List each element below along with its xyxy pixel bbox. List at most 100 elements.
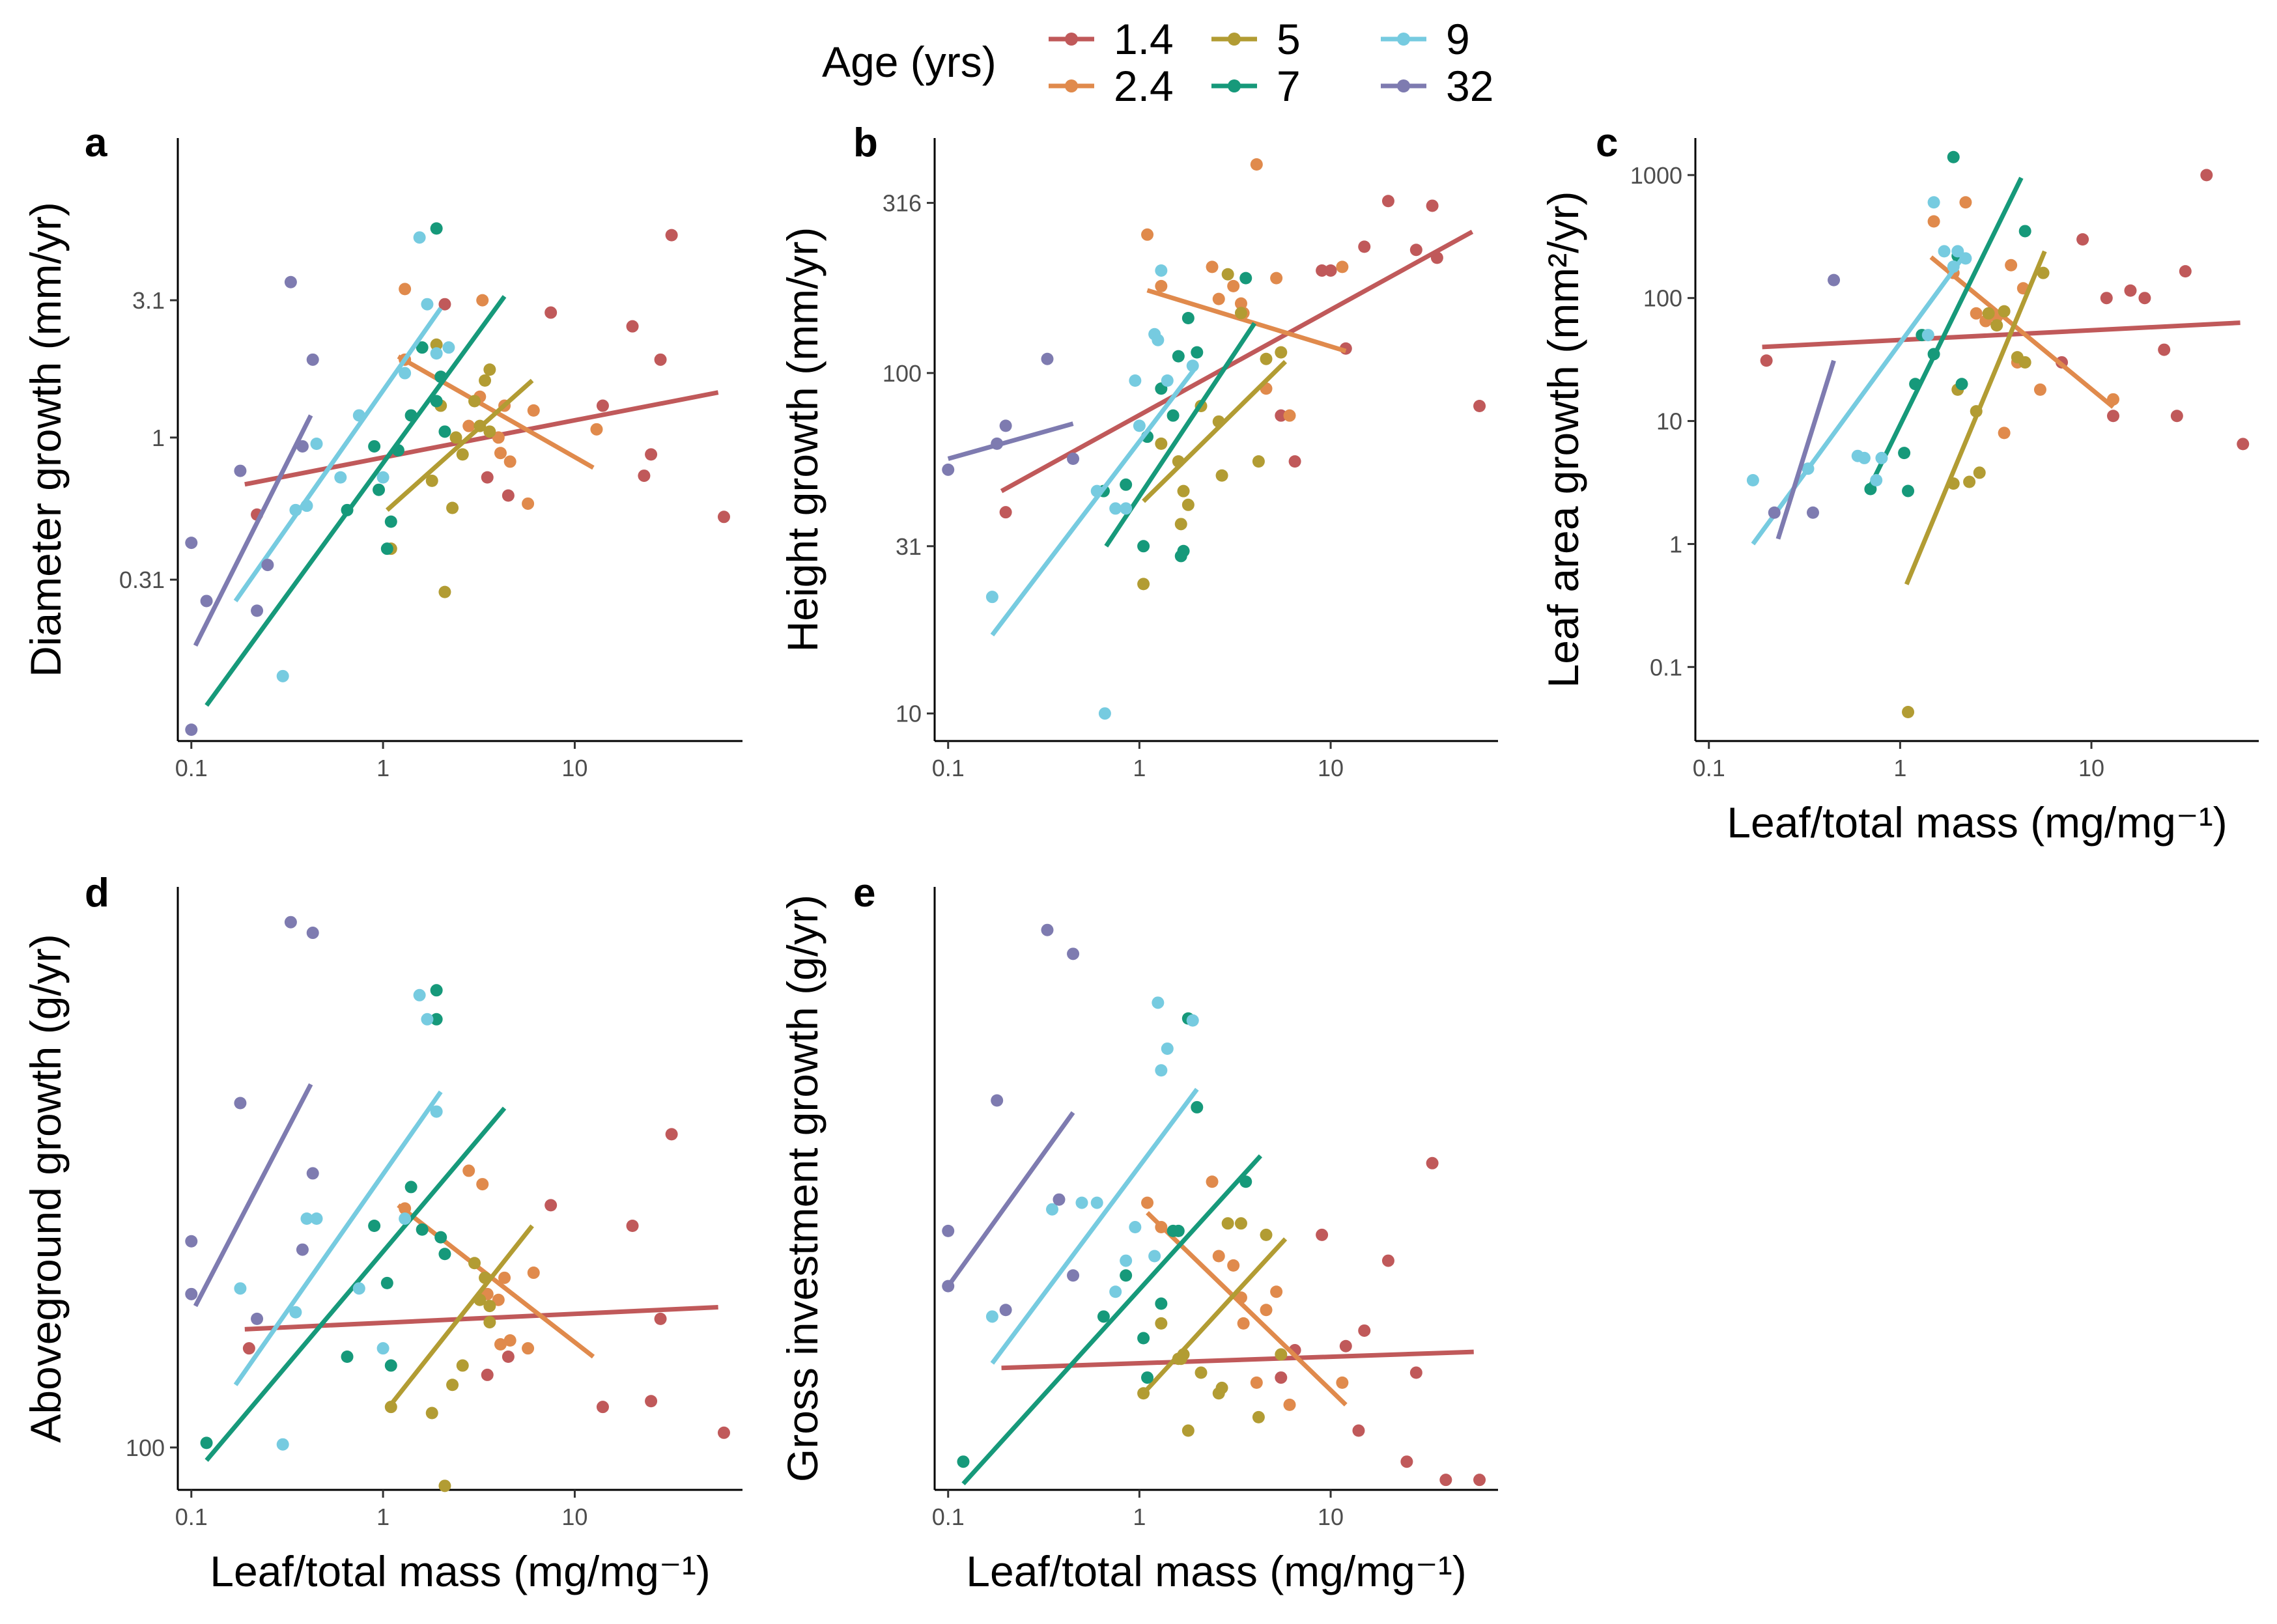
data-point: [476, 294, 489, 307]
data-point: [438, 425, 451, 438]
panel-label-d: d: [85, 871, 109, 916]
data-point: [373, 483, 386, 496]
data-point: [185, 1287, 198, 1300]
data-point: [1760, 354, 1773, 367]
data-point: [1275, 409, 1288, 422]
data-point: [590, 423, 603, 436]
data-point: [1172, 350, 1185, 363]
data-point: [462, 419, 475, 432]
data-point: [1155, 1317, 1168, 1330]
x-tick-label: 10: [2078, 755, 2104, 781]
data-point: [544, 1199, 558, 1212]
data-point: [1234, 1217, 1247, 1230]
data-point: [1400, 1455, 1413, 1468]
data-point: [380, 1276, 393, 1289]
series-2.4: [397, 1164, 595, 1359]
fit-line: [244, 390, 719, 487]
fit-line: [193, 1083, 313, 1308]
data-point: [1075, 1196, 1088, 1209]
x-tick-label: 10: [1318, 1504, 1344, 1530]
legend: Age (yrs) 1.42.4 57 932: [822, 15, 1493, 110]
data-point: [1186, 1014, 1199, 1027]
y-tick-label: 316: [883, 190, 922, 217]
data-point: [438, 585, 451, 598]
fit-line: [947, 421, 1074, 461]
data-point: [1181, 498, 1195, 511]
y-tick-label: 0.1: [1650, 654, 1682, 680]
data-point: [2179, 265, 2192, 278]
data-point: [991, 1094, 1004, 1107]
data-point: [1177, 484, 1190, 497]
series-32: [185, 916, 319, 1325]
data-point: [1902, 706, 1915, 719]
data-point: [468, 395, 481, 408]
legend-entry-32: 32: [1381, 62, 1493, 110]
fit-line: [990, 364, 1199, 637]
series-32: [942, 352, 1080, 476]
data-point: [1260, 352, 1273, 365]
data-point: [430, 395, 443, 408]
fit-line: [1751, 252, 1968, 546]
data-point: [300, 1212, 313, 1225]
series-5: [384, 1224, 534, 1492]
data-point: [492, 431, 505, 444]
data-point: [1239, 272, 1252, 285]
data-point: [1053, 1193, 1066, 1206]
data-point: [306, 1167, 319, 1180]
y-axis-title: Diameter growth (mm/yr): [21, 202, 70, 677]
data-point: [1133, 419, 1146, 432]
data-point: [185, 537, 198, 550]
legend-key-point: [1228, 33, 1241, 46]
x-axis-title: Leaf/total mass (mg/mg⁻¹): [966, 1547, 1466, 1595]
data-point: [185, 1235, 198, 1248]
data-point: [1167, 409, 1180, 422]
x-tick-label: 10: [1318, 755, 1344, 781]
data-point: [1097, 1310, 1110, 1323]
data-point: [1973, 466, 1986, 479]
data-point: [1316, 1228, 1329, 1241]
y-tick-label: 100: [883, 360, 922, 387]
data-point: [1237, 1317, 1250, 1330]
data-point: [1339, 1339, 1352, 1352]
data-point: [468, 1257, 481, 1270]
x-tick-label: 0.1: [932, 1504, 965, 1530]
fit-line: [1000, 229, 1474, 494]
data-point: [985, 591, 998, 604]
y-tick-label: 100: [126, 1435, 165, 1461]
data-point: [284, 916, 297, 929]
data-point: [234, 1097, 247, 1110]
data-point: [200, 1436, 213, 1449]
data-point: [1161, 1042, 1174, 1055]
x-tick-label: 1: [1133, 1504, 1146, 1530]
fit-line: [946, 1111, 1075, 1288]
data-point: [1221, 1217, 1234, 1230]
series-9: [985, 996, 1199, 1365]
data-point: [1172, 1224, 1185, 1237]
legend-entry-7: 7: [1211, 62, 1301, 110]
data-point: [1473, 400, 1486, 413]
data-point: [2170, 410, 2183, 423]
data-point: [494, 447, 507, 460]
data-point: [494, 1338, 507, 1351]
x-tick-label: 0.1: [175, 755, 208, 781]
data-point: [1109, 502, 1122, 515]
data-point: [399, 367, 412, 380]
data-point: [1283, 409, 1296, 422]
data-point: [1120, 1269, 1133, 1282]
panel-label-c: c: [1596, 120, 1618, 165]
x-tick-label: 0.1: [1693, 755, 1725, 781]
data-point: [1473, 1474, 1486, 1487]
data-point: [430, 338, 443, 351]
fit-line: [244, 1304, 718, 1332]
data-point: [399, 283, 412, 296]
data-point: [413, 988, 426, 1001]
data-point: [1234, 297, 1247, 310]
data-point: [2033, 383, 2046, 396]
data-point: [1137, 1332, 1150, 1345]
data-point: [334, 471, 347, 484]
data-point: [645, 1395, 658, 1408]
data-point: [1324, 264, 1337, 277]
data-point: [352, 1282, 365, 1295]
data-point: [717, 511, 730, 524]
data-point: [306, 927, 319, 940]
